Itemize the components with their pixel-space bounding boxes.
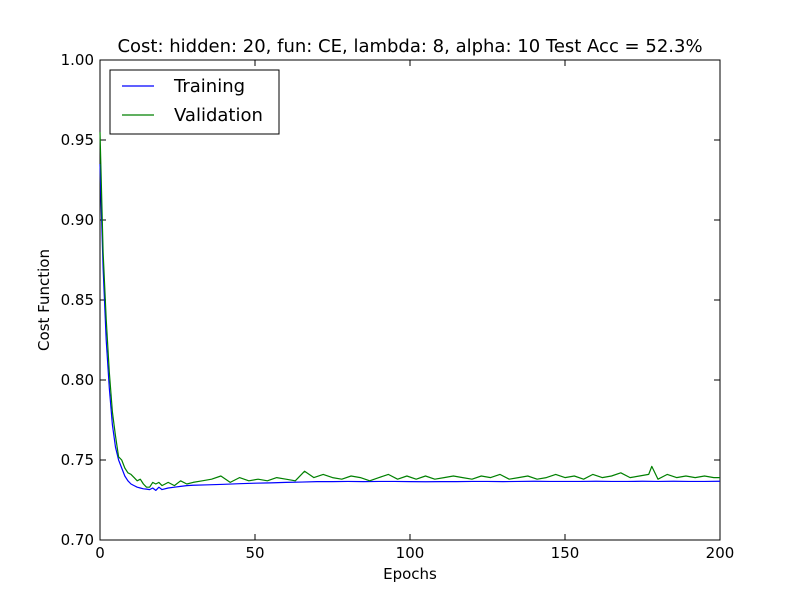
x-tick-label: 0 xyxy=(95,544,105,562)
x-tick-label: 50 xyxy=(245,544,264,562)
y-tick-label: 0.70 xyxy=(61,531,94,549)
y-axis-label: Cost Function xyxy=(35,249,53,351)
y-tick-label: 0.90 xyxy=(61,211,94,229)
y-tick-label: 1.00 xyxy=(61,51,94,69)
x-tick-label: 200 xyxy=(706,544,735,562)
y-tick-label: 0.95 xyxy=(61,131,94,149)
series-training-line xyxy=(99,163,721,491)
plot-area xyxy=(99,59,721,541)
legend-box xyxy=(109,69,280,135)
x-axis-label: Epochs xyxy=(383,565,437,583)
series-validation-line xyxy=(99,131,720,488)
chart-title: Cost: hidden: 20, fun: CE, lambda: 8, al… xyxy=(117,36,702,57)
series-layer xyxy=(99,131,721,491)
y-tick-label: 0.75 xyxy=(61,451,94,469)
y-tick-label: 0.85 xyxy=(61,291,94,309)
legend-validation-label: Validation xyxy=(174,105,263,126)
y-tick-label: 0.80 xyxy=(61,371,94,389)
x-tick-label: 100 xyxy=(396,544,425,562)
x-tick-label: 150 xyxy=(551,544,580,562)
x-axis-ticks: 0 50 100 150 200 xyxy=(95,60,734,562)
legend: Training Validation xyxy=(109,69,280,135)
y-axis-ticks: 0.70 0.75 0.80 0.85 0.90 0.95 1.00 xyxy=(61,51,720,549)
legend-training-label: Training xyxy=(173,76,245,97)
